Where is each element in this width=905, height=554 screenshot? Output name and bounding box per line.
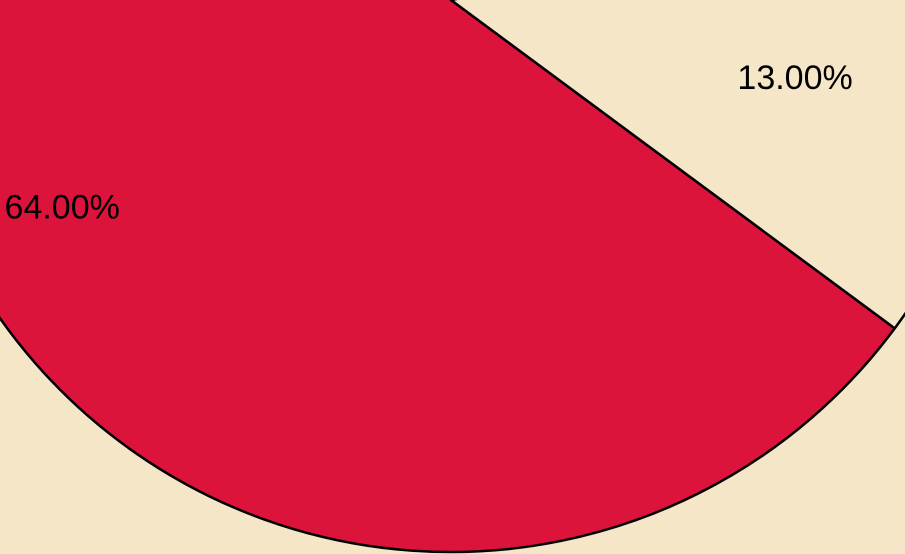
slice-label: 13.00% [737,59,852,97]
slice-label: 64.00% [5,188,120,226]
